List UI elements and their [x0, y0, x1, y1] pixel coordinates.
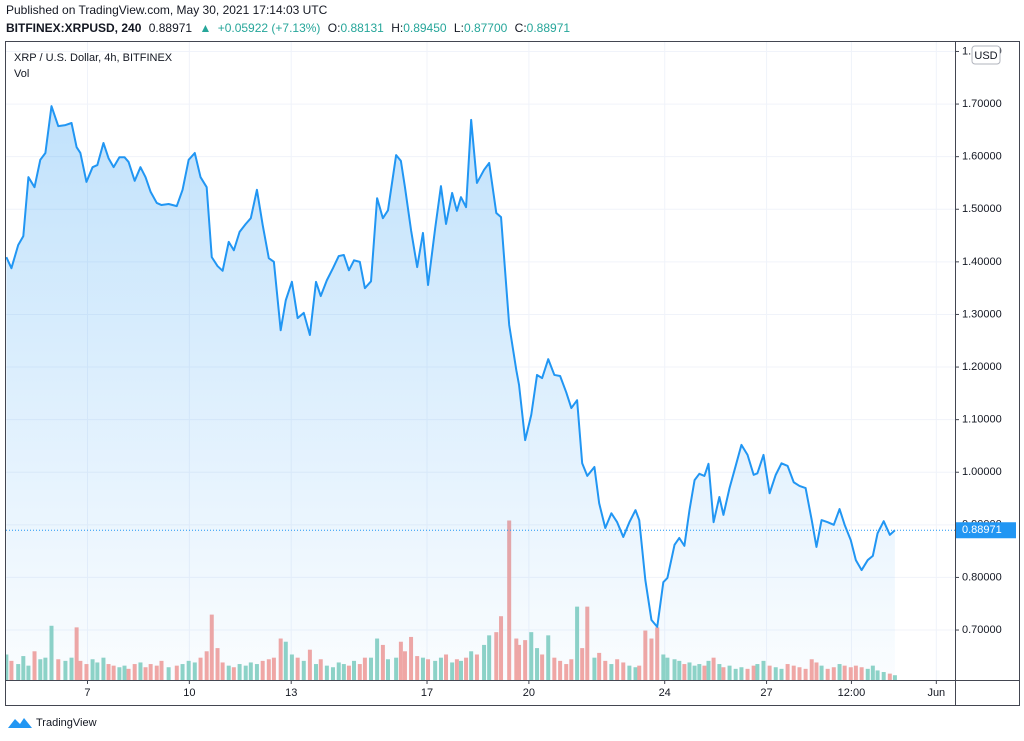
brand: TradingView — [36, 717, 97, 729]
x-tick-label: 17 — [421, 687, 433, 699]
high: 0.89450 — [403, 21, 447, 35]
close: 0.88971 — [527, 21, 571, 35]
currency-box[interactable] — [971, 45, 1001, 65]
symbol-line: BITFINEX:XRPUSD, 240 0.88971 ▲ +0.05922 … — [6, 21, 570, 35]
low-label: L: — [454, 21, 464, 35]
y-tick-label: 1.60000 — [962, 151, 1002, 163]
high-label: H: — [391, 21, 403, 35]
x-tick-label: 20 — [523, 687, 535, 699]
x-tick-label: 27 — [760, 687, 772, 699]
published-note: Published on TradingView.com, May 30, 20… — [6, 3, 328, 17]
legend-series: XRP / U.S. Dollar, 4h, BITFINEX — [14, 52, 173, 64]
x-tick-label: 10 — [183, 687, 195, 699]
area — [6, 106, 895, 680]
y-tick-label: 1.10000 — [962, 414, 1002, 426]
last-price-box — [956, 522, 1016, 539]
x-tick-label: 13 — [285, 687, 297, 699]
brand-logo — [8, 718, 32, 728]
change-arrow: ▲ — [199, 21, 211, 35]
volume-bar — [892, 675, 897, 680]
symbol: BITFINEX:XRPUSD, 240 — [6, 21, 142, 35]
x-tick-label: Jun — [927, 687, 945, 699]
legend-volume: Vol — [14, 68, 29, 80]
price-line — [6, 105, 896, 628]
y-tick-label: 0.70000 — [962, 624, 1002, 636]
open: 0.88131 — [340, 21, 384, 35]
close-label: C: — [515, 21, 527, 35]
frame — [5, 41, 1020, 706]
currency[interactable]: USD — [974, 50, 997, 62]
last-price: 0.88971 — [149, 21, 193, 35]
y-tick-label: 1.00000 — [962, 466, 1002, 478]
y-tick-label: 1.20000 — [962, 361, 1002, 373]
x-tick-label: 12:00 — [838, 687, 866, 699]
x-tick-label: 7 — [84, 687, 90, 699]
low: 0.87700 — [464, 21, 508, 35]
x-tick-label: 24 — [659, 687, 671, 699]
y-tick-label: 1.50000 — [962, 203, 1002, 215]
change: +0.05922 (+7.13%) — [218, 21, 321, 35]
last-price-label: 0.88971 — [962, 524, 1002, 536]
open-label: O: — [328, 21, 341, 35]
price-series — [6, 105, 896, 680]
y-tick-label: 1.30000 — [962, 308, 1002, 320]
y-tick-label: 1.70000 — [962, 98, 1002, 110]
y-tick-label: 0.80000 — [962, 571, 1002, 583]
y-tick-label: 1.40000 — [962, 256, 1002, 268]
